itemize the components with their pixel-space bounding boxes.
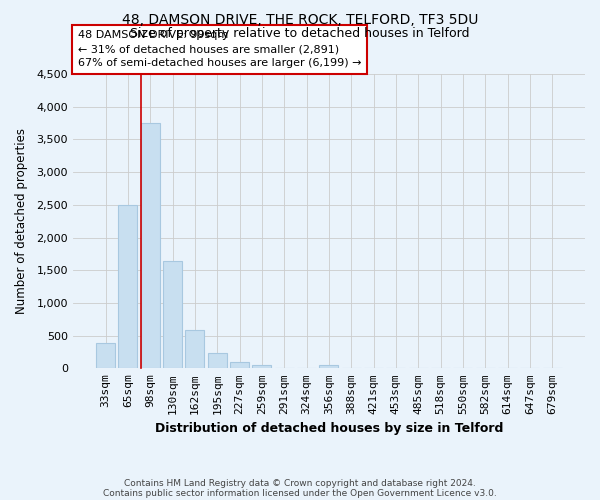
Y-axis label: Number of detached properties: Number of detached properties xyxy=(15,128,28,314)
Bar xyxy=(118,205,137,368)
Bar xyxy=(141,123,160,368)
Text: Size of property relative to detached houses in Telford: Size of property relative to detached ho… xyxy=(130,28,470,40)
Bar xyxy=(96,344,115,368)
Bar xyxy=(230,362,249,368)
Bar xyxy=(163,261,182,368)
Text: Contains public sector information licensed under the Open Government Licence v3: Contains public sector information licen… xyxy=(103,488,497,498)
Bar xyxy=(185,330,205,368)
Bar xyxy=(208,352,227,368)
Text: 48 DAMSON DRIVE: 99sqm
← 31% of detached houses are smaller (2,891)
67% of semi-: 48 DAMSON DRIVE: 99sqm ← 31% of detached… xyxy=(78,30,361,68)
Bar xyxy=(253,364,271,368)
Text: Contains HM Land Registry data © Crown copyright and database right 2024.: Contains HM Land Registry data © Crown c… xyxy=(124,478,476,488)
Text: 48, DAMSON DRIVE, THE ROCK, TELFORD, TF3 5DU: 48, DAMSON DRIVE, THE ROCK, TELFORD, TF3… xyxy=(122,12,478,26)
Bar xyxy=(319,366,338,368)
X-axis label: Distribution of detached houses by size in Telford: Distribution of detached houses by size … xyxy=(155,422,503,435)
